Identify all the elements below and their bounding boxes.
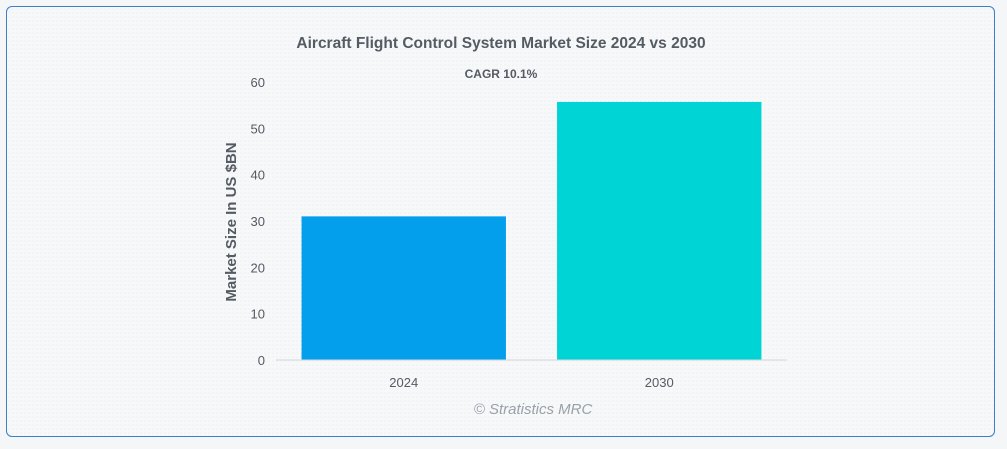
chart-title: Aircraft Flight Control System Market Si…	[296, 35, 705, 52]
y-tick-label: 50	[251, 121, 265, 136]
y-tick-label: 30	[251, 214, 265, 229]
y-tick-label: 60	[251, 75, 265, 90]
y-tick-label: 40	[251, 168, 265, 183]
bar-2024[interactable]	[301, 216, 506, 360]
y-axis-ticks: 0 10 20 30 40 50 60	[251, 75, 265, 368]
chart-subtitle: CAGR 10.1%	[465, 67, 538, 81]
x-axis-ticks: 2024 2030	[389, 375, 673, 390]
y-tick-label: 10	[251, 307, 265, 322]
y-axis-label: Market Size In US $BN	[223, 142, 240, 301]
source-credit: © Stratistics MRC	[474, 401, 593, 418]
bar-2030[interactable]	[557, 101, 762, 360]
x-tick-label: 2024	[389, 375, 418, 390]
bars-group	[301, 101, 762, 360]
x-tick-label: 2030	[645, 375, 674, 390]
y-tick-label: 0	[258, 353, 265, 368]
y-tick-label: 20	[251, 260, 265, 275]
